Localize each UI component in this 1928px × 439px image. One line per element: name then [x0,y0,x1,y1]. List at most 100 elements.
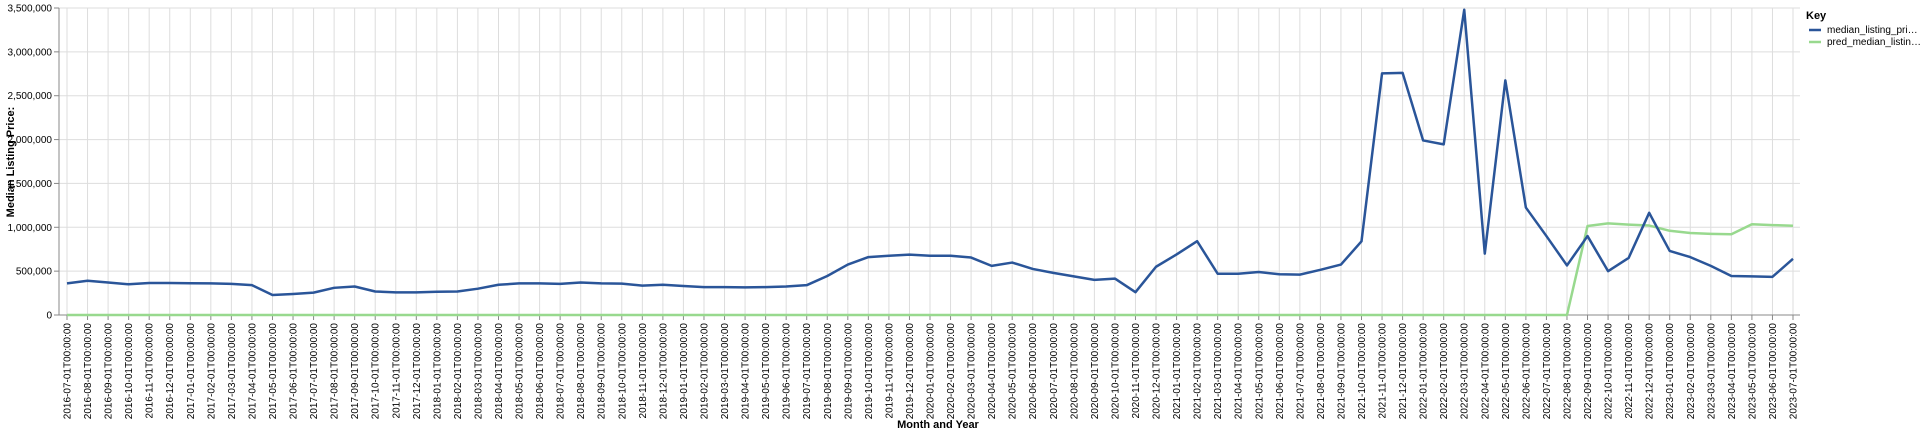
x-tick-label: 2019-09-01T00:00:00 [843,323,854,420]
x-tick-label: 2020-06-01T00:00:00 [1028,323,1039,420]
y-tick-label: 3,000,000 [8,47,53,58]
x-tick-label: 2021-01-01T00:00:00 [1172,323,1183,420]
series-layer [66,8,1794,317]
legend-label: pred_median_listin… [1827,37,1921,48]
x-tick-label: 2023-07-01T00:00:00 [1789,323,1800,420]
x-tick-label: 2021-06-01T00:00:00 [1275,323,1286,420]
x-tick-label: 2019-02-01T00:00:00 [699,323,710,420]
x-tick-label: 2019-03-01T00:00:00 [720,323,731,420]
x-tick-label: 2020-08-01T00:00:00 [1069,323,1080,420]
x-tick-label: 2018-06-01T00:00:00 [535,323,546,420]
legend-label: median_listing_pri… [1827,25,1918,36]
x-axis: 2016-07-01T00:00:00 2016-08-01T00:00:00 20… [59,314,1800,420]
y-tick-label: 500,000 [16,267,53,278]
x-axis-title: Month and Year [897,419,979,431]
x-tick-label: 2022-08-01T00:00:00 [1562,323,1573,420]
x-tick-label: 2021-12-01T00:00:00 [1398,323,1409,420]
x-tick-label: 2022-05-01T00:00:00 [1501,323,1512,420]
x-tick-label: 2018-05-01T00:00:00 [515,323,526,420]
x-tick-label: 2021-10-01T00:00:00 [1357,323,1368,420]
series-line-pred-median-listing-price [67,222,1794,317]
x-tick-label: 2020-02-01T00:00:00 [946,323,957,420]
x-tick-label: 2022-11-01T00:00:00 [1624,323,1635,419]
x-tick-label: 2018-10-01T00:00:00 [617,323,628,420]
x-tick-label: 2021-11-01T00:00:00 [1378,323,1389,419]
x-tick-label: 2016-08-01T00:00:00 [83,323,94,420]
x-tick-label: 2022-01-01T00:00:00 [1419,323,1430,420]
x-tick-label: 2020-07-01T00:00:00 [1049,323,1060,420]
x-tick-label: 2021-02-01T00:00:00 [1193,323,1204,420]
x-tick-label: 2016-10-01T00:00:00 [124,323,135,420]
x-tick-label: 2022-09-01T00:00:00 [1583,323,1594,420]
x-tick-label: 2022-10-01T00:00:00 [1604,323,1615,420]
x-tick-label: 2018-12-01T00:00:00 [658,323,669,420]
x-tick-label: 2016-12-01T00:00:00 [165,323,176,420]
x-tick-label: 2023-06-01T00:00:00 [1768,323,1779,420]
x-tick-label: 2017-12-01T00:00:00 [412,323,423,420]
x-tick-label: 2017-05-01T00:00:00 [268,323,279,420]
x-tick-label: 2021-07-01T00:00:00 [1295,323,1306,420]
x-tick-label: 2020-10-01T00:00:00 [1110,323,1121,420]
x-tick-label: 2017-11-01T00:00:00 [391,323,402,419]
x-tick-label: 2017-08-01T00:00:00 [330,323,341,420]
x-tick-label: 2019-11-01T00:00:00 [884,323,895,419]
x-tick-label: 2020-01-01T00:00:00 [926,323,937,420]
y-axis-title: Median Listing Price: [5,107,17,218]
x-tick-label: 2020-09-01T00:00:00 [1090,323,1101,420]
x-tick-label: 2019-01-01T00:00:00 [679,323,690,420]
x-tick-label: 2019-08-01T00:00:00 [823,323,834,420]
legend: Key median_listing_pri…pred_median_listi… [1806,10,1921,48]
x-tick-label: 2022-07-01T00:00:00 [1542,323,1553,420]
x-tick-label: 2022-06-01T00:00:00 [1521,323,1532,420]
x-tick-label: 2021-09-01T00:00:00 [1336,323,1347,420]
x-tick-label: 2017-09-01T00:00:00 [350,323,361,420]
x-tick-label: 2019-06-01T00:00:00 [782,323,793,420]
x-tick-label: 2018-11-01T00:00:00 [638,323,649,419]
y-tick-label: 3,500,000 [8,4,53,15]
x-tick-label: 2019-07-01T00:00:00 [802,323,813,420]
series-line-median-listing-price [66,8,1794,297]
x-tick-label: 2023-03-01T00:00:00 [1706,323,1717,420]
x-tick-label: 2018-04-01T00:00:00 [494,323,505,420]
x-tick-label: 2017-01-01T00:00:00 [186,323,197,420]
x-tick-label: 2020-05-01T00:00:00 [1008,323,1019,420]
legend-title: Key [1806,10,1827,22]
x-tick-label: 2019-12-01T00:00:00 [905,323,916,420]
x-tick-label: 2017-10-01T00:00:00 [371,323,382,420]
x-tick-label: 2018-09-01T00:00:00 [597,323,608,420]
x-tick-label: 2021-08-01T00:00:00 [1316,323,1327,420]
x-tick-label: 2016-09-01T00:00:00 [104,323,115,420]
x-tick-label: 2022-12-01T00:00:00 [1645,323,1656,420]
x-tick-label: 2017-03-01T00:00:00 [227,323,238,420]
x-tick-label: 2017-06-01T00:00:00 [289,323,300,420]
y-tick-label: 0 [46,311,52,322]
x-tick-label: 2023-04-01T00:00:00 [1727,323,1738,420]
gridlines [59,7,1800,316]
x-tick-label: 2021-03-01T00:00:00 [1213,323,1224,420]
x-tick-label: 2019-05-01T00:00:00 [761,323,772,420]
x-tick-label: 2018-07-01T00:00:00 [556,323,567,420]
x-tick-label: 2020-11-01T00:00:00 [1131,323,1142,419]
x-tick-label: 2023-02-01T00:00:00 [1686,323,1697,420]
x-tick-label: 2021-05-01T00:00:00 [1254,323,1265,420]
y-axis: 0 500,000 1,000,000 1,500,000 2,000,000 2,500… [8,4,60,322]
x-tick-label: 2021-04-01T00:00:00 [1234,323,1245,420]
x-tick-label: 2020-04-01T00:00:00 [987,323,998,420]
x-tick-label: 2018-01-01T00:00:00 [432,323,443,420]
x-tick-label: 2022-02-01T00:00:00 [1439,323,1450,420]
x-tick-label: 2019-04-01T00:00:00 [741,323,752,420]
y-tick-label: 2,000,000 [8,135,53,146]
x-tick-label: 2018-02-01T00:00:00 [453,323,464,420]
x-tick-label: 2018-08-01T00:00:00 [576,323,587,420]
y-tick-label: 1,000,000 [8,223,53,234]
x-tick-label: 2016-11-01T00:00:00 [145,323,156,419]
x-tick-label: 2018-03-01T00:00:00 [473,323,484,420]
y-tick-label: 2,500,000 [8,91,53,102]
x-tick-label: 2019-10-01T00:00:00 [864,323,875,420]
x-tick-label: 2022-04-01T00:00:00 [1480,323,1491,420]
x-tick-label: 2023-05-01T00:00:00 [1747,323,1758,420]
x-tick-label: 2022-03-01T00:00:00 [1460,323,1471,420]
x-tick-label: 2020-03-01T00:00:00 [967,323,978,420]
